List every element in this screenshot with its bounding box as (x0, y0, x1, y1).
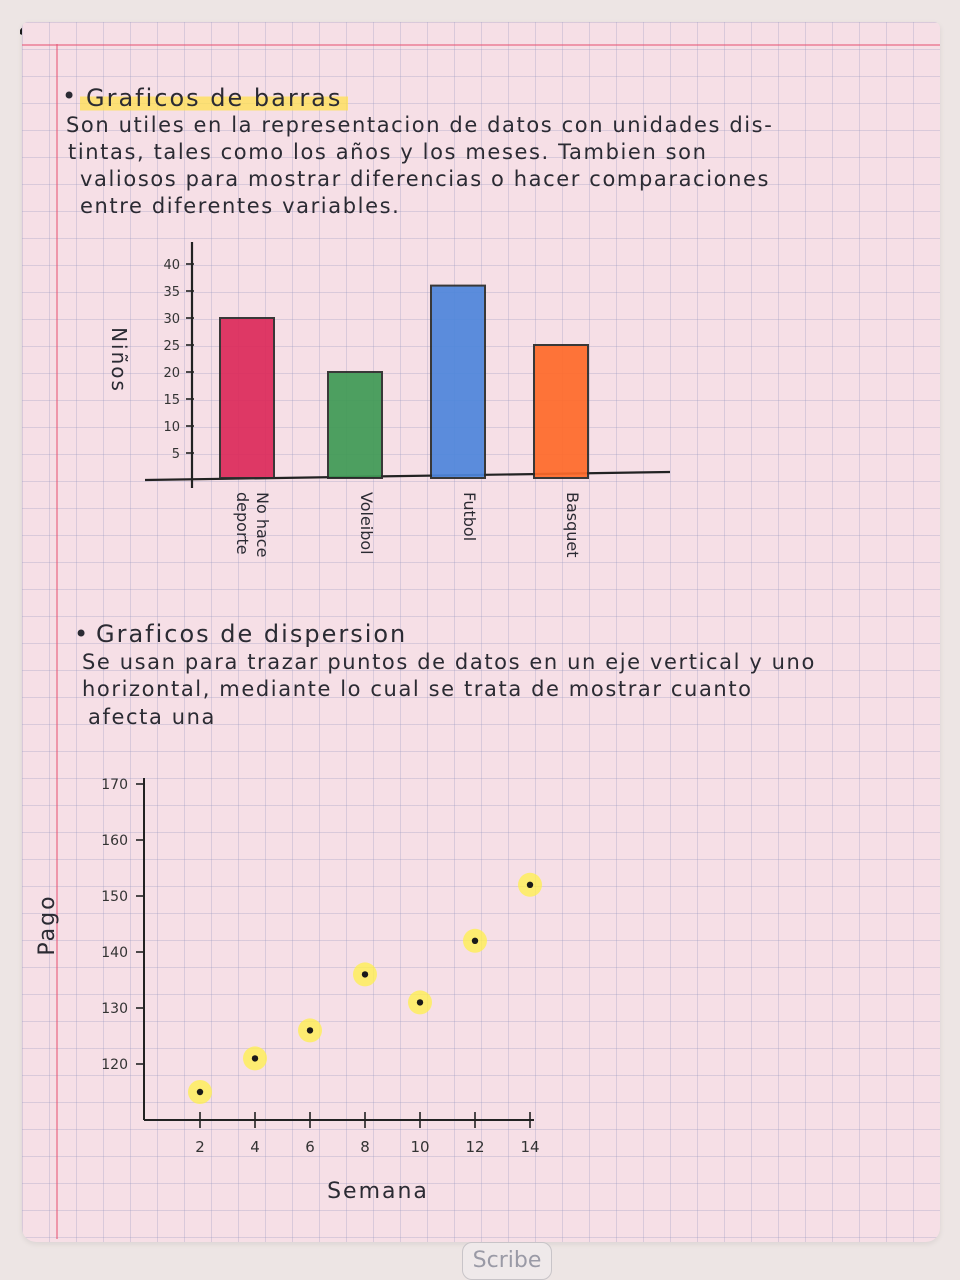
x-tick-label: 12 (465, 1138, 484, 1156)
paragraph-line: tintas, tales como los años y los meses.… (68, 140, 708, 164)
y-tick-label: 35 (163, 285, 180, 300)
paragraph-line: valiosos para mostrar diferencias o hace… (80, 167, 771, 191)
y-tick-label: 20 (163, 366, 180, 381)
notebook-page (22, 22, 940, 1242)
data-point (361, 971, 369, 978)
y-tick-label: 150 (101, 889, 128, 905)
bar (533, 344, 589, 479)
x-tick-label: 14 (520, 1138, 539, 1156)
bar (327, 371, 383, 479)
x-axis-label: Semana (327, 1179, 429, 1204)
margin-rule (56, 44, 58, 1239)
y-tick-label: 160 (101, 833, 128, 849)
y-tick-label: 40 (163, 258, 180, 273)
y-axis-label: Pago (35, 894, 60, 955)
y-tick-label: 170 (101, 777, 128, 793)
paragraph-line: afecta una (88, 705, 216, 729)
data-point (196, 1088, 204, 1096)
bar (219, 317, 275, 479)
data-point (251, 1055, 259, 1062)
bullet: • (74, 620, 89, 648)
paragraph-line: horizontal, mediante lo cual se trata de… (82, 677, 753, 701)
y-tick-label: 10 (163, 420, 180, 435)
x-category-label: Basquet (563, 492, 582, 558)
x-category-label: No hacedeporte (233, 492, 272, 557)
y-axis-label: Niños (107, 327, 131, 393)
paragraph-line: Son utiles en la representacion de datos… (66, 113, 774, 137)
x-category-label: Voleibol (357, 492, 376, 555)
y-tick-label: 15 (163, 393, 180, 408)
x-tick-label: 8 (360, 1138, 370, 1156)
paragraph-line: entre diferentes variables. (80, 194, 401, 218)
paragraph-line: Se usan para trazar puntos de datos en u… (82, 650, 816, 674)
y-tick-label: 120 (101, 1057, 128, 1073)
scatter-chart: 120 130 140 150 160 170 2 4 6 8 10 12 14 Pago Semana (35, 777, 542, 1204)
y-tick-label: 130 (101, 1001, 128, 1017)
section-heading-bars: Graficos de barras (80, 84, 349, 112)
data-point (526, 881, 534, 888)
x-tick-label: 6 (305, 1138, 315, 1156)
x-tick-label: 2 (195, 1138, 205, 1156)
section-heading-scatter: Graficos de dispersion (96, 620, 408, 648)
header-rule (22, 44, 940, 46)
bar (430, 284, 486, 479)
bullet: • (62, 82, 77, 110)
y-tick-label: 5 (172, 447, 180, 462)
data-point (416, 999, 424, 1006)
heading-text: Graficos de barras (80, 84, 349, 112)
y-tick-label: 30 (163, 312, 180, 327)
data-point (306, 1027, 314, 1034)
x-category-label: Futbol (460, 492, 479, 541)
data-point (471, 937, 479, 944)
bar-chart: 5 10 15 20 25 30 35 40 Niños No hacedeporte Voleib… (107, 242, 671, 558)
x-tick-label: 4 (250, 1138, 260, 1156)
scribe-watermark: Scribe (462, 1242, 552, 1280)
y-tick-label: 25 (163, 339, 180, 354)
y-tick-label: 140 (101, 945, 128, 961)
x-tick-label: 10 (410, 1138, 429, 1156)
